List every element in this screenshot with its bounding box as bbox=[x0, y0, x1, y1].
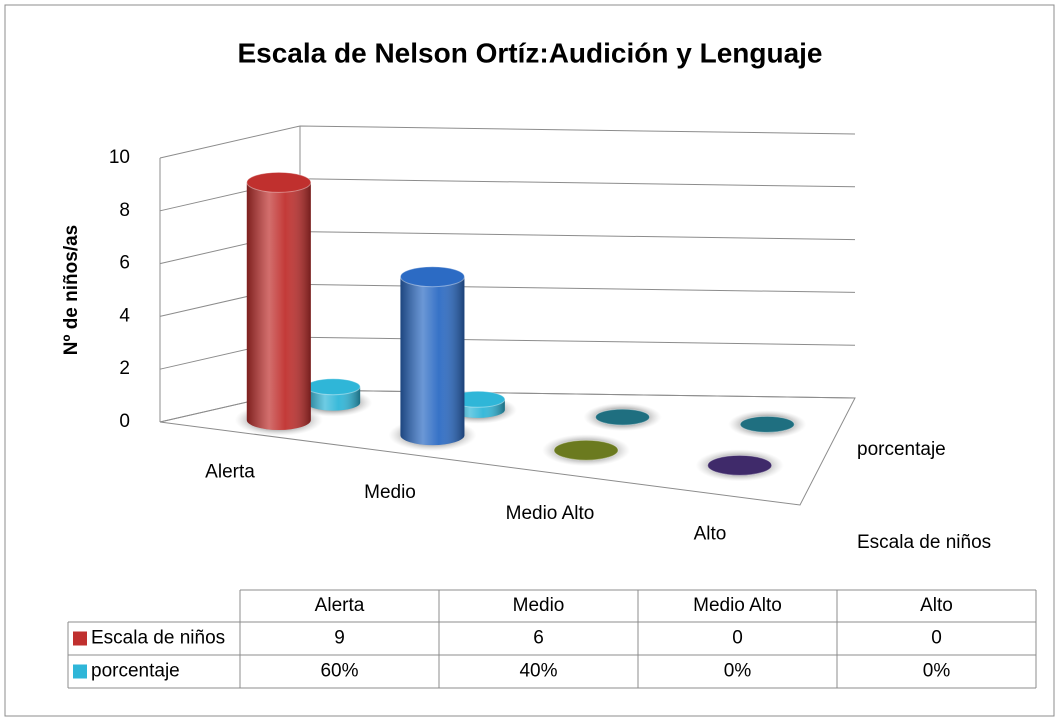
y-tick-label: 2 bbox=[119, 358, 130, 379]
depth-label: porcentaje bbox=[857, 439, 946, 460]
x-tick-label: Medio Alto bbox=[506, 503, 595, 524]
y-tick-label: 8 bbox=[119, 200, 130, 221]
bar bbox=[707, 454, 773, 476]
bar bbox=[739, 415, 795, 433]
bar-body-shade bbox=[246, 182, 311, 430]
bar bbox=[595, 408, 651, 426]
depth-label: Escala de niños bbox=[857, 532, 991, 553]
table-header: Medio bbox=[513, 595, 565, 616]
table-value: 0 bbox=[931, 628, 942, 649]
bar bbox=[305, 378, 361, 396]
table-value: 0% bbox=[724, 661, 752, 682]
y-tick-label: 6 bbox=[119, 253, 130, 274]
table-value: 6 bbox=[533, 628, 544, 649]
table-header: Medio Alto bbox=[693, 595, 782, 616]
bar-body-shade bbox=[400, 276, 465, 446]
x-tick-label: Medio bbox=[364, 482, 416, 503]
legend-label: porcentaje bbox=[91, 661, 180, 682]
table-header: Alerta bbox=[315, 595, 365, 616]
legend-label: Escala de niños bbox=[91, 628, 225, 649]
x-tick-label: Alto bbox=[694, 524, 727, 545]
table-header: Alto bbox=[920, 595, 953, 616]
legend-swatch bbox=[73, 631, 87, 646]
table-value: 40% bbox=[519, 661, 557, 682]
table-value: 9 bbox=[334, 628, 345, 649]
y-axis-label: Nº de niños/as bbox=[61, 225, 82, 355]
chart-title: Escala de Nelson Ortíz:Audición y Lengua… bbox=[237, 37, 822, 68]
legend-swatch bbox=[73, 664, 87, 679]
table-value: 60% bbox=[320, 661, 358, 682]
y-tick-label: 0 bbox=[119, 411, 130, 432]
grid-line bbox=[159, 125, 856, 159]
bar bbox=[399, 266, 465, 288]
bar bbox=[246, 171, 312, 193]
y-tick-label: 10 bbox=[109, 147, 130, 168]
chart-border bbox=[4, 4, 1055, 717]
x-tick-label: Alerta bbox=[205, 461, 255, 482]
table-value: 0 bbox=[732, 628, 743, 649]
table-value: 0% bbox=[923, 661, 951, 682]
y-tick-label: 4 bbox=[119, 305, 130, 326]
bar bbox=[553, 439, 619, 461]
